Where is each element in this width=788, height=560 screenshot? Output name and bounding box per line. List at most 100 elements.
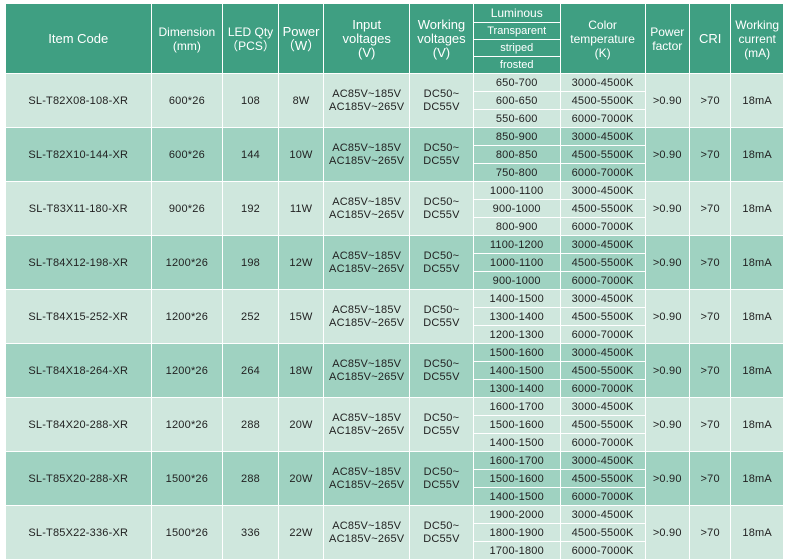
working-current-cell: 18mA [731, 74, 783, 127]
working-current-cell: 18mA [731, 236, 783, 289]
led-qty-cell: 288 [223, 398, 278, 451]
input-voltage-line: AC85V~185V [332, 303, 402, 316]
power-cell: 8W [278, 74, 324, 127]
luminous-cell: 650-700 [473, 74, 560, 91]
color-temperature-cell: 6000-7000K [560, 542, 645, 559]
led-qty-cell: 198 [223, 236, 278, 289]
color-temperature-cell: 3000-4500K [560, 344, 645, 361]
header-power: Power （W） [278, 4, 324, 73]
table-row: 550-600 6000-7000K [6, 110, 783, 127]
luminous-cell: 1400-1500 [473, 362, 560, 379]
color-temperature-cell: 3000-4500K [560, 398, 645, 415]
input-voltage-line: AC85V~185V [332, 465, 402, 478]
color-temperature-cell: 3000-4500K [560, 74, 645, 91]
table-row: 1300-1400 6000-7000K [6, 380, 783, 397]
input-voltage-line: AC85V~185V [332, 411, 402, 424]
table-row: 1000-1100 4500-5500K [6, 254, 783, 271]
working-voltages-cell: DC50~ DC55V [410, 290, 473, 343]
luminous-cell: 1600-1700 [473, 452, 560, 469]
table-body: SL-T82X08-108-XR 600*26 108 8W AC85V~185… [6, 74, 783, 559]
luminous-cell: 1300-1400 [473, 380, 560, 397]
luminous-cell: 1300-1400 [473, 308, 560, 325]
dimension-cell: 600*26 [151, 128, 223, 181]
input-voltage-line: AC185V~265V [329, 370, 405, 383]
input-voltages-cell: AC85V~185V AC185V~265V [324, 128, 410, 181]
input-voltages-cell: AC85V~185V AC185V~265V [324, 182, 410, 235]
color-temperature-cell: 4500-5500K [560, 524, 645, 541]
input-voltage-line: AC185V~265V [329, 154, 405, 167]
led-qty-cell: 144 [223, 128, 278, 181]
table-row: SL-T85X22-336-XR 1500*26 336 22W AC85V~1… [6, 506, 783, 559]
color-temperature-cell: 6000-7000K [560, 164, 645, 181]
color-temperature-cell: 4500-5500K [560, 92, 645, 109]
dimension-cell: 1500*26 [151, 452, 223, 505]
item-code-cell: SL-T84X20-288-XR [6, 398, 151, 451]
color-temperature-cell: 3000-4500K [560, 452, 645, 469]
table-row: SL-T84X18-264-XR 1200*26 264 18W AC85V~1… [6, 344, 783, 397]
luminous-cell: 800-900 [473, 218, 560, 235]
input-voltage-line: AC185V~265V [329, 478, 405, 491]
header-dimension: Dimension (mm) [151, 4, 223, 73]
power-factor-cell: >0.90 [645, 506, 689, 559]
table-row: 1500-1600 4500-5500K [6, 416, 783, 433]
power-cell: 20W [278, 398, 324, 451]
input-voltages-cell: AC85V~185V AC185V~265V [324, 452, 410, 505]
luminous-cell: 1500-1600 [473, 416, 560, 433]
header-led-qty: LED Qty （PCS） [223, 4, 278, 73]
cri-cell: >70 [689, 236, 731, 289]
power-cell: 18W [278, 344, 324, 397]
working-voltage-line: DC55V [423, 262, 460, 275]
working-voltage-line: DC55V [423, 370, 460, 383]
color-temperature-cell: 6000-7000K [560, 272, 645, 289]
luminous-cell: 1400-1500 [473, 434, 560, 451]
table-row: 1400-1500 6000-7000K [6, 488, 783, 505]
working-voltages-cell: DC50~ DC55V [410, 128, 473, 181]
table-row: 1700-1800 6000-7000K [6, 542, 783, 559]
header-working-current: Working current (mA) [731, 4, 783, 73]
table-row: SL-T85X20-288-XR 1500*26 288 20W AC85V~1… [6, 452, 783, 505]
table-row: 1800-1900 4500-5500K [6, 524, 783, 541]
color-temperature-cell: 4500-5500K [560, 362, 645, 379]
input-voltages-cell: AC85V~185V AC185V~265V [324, 344, 410, 397]
power-cell: 22W [278, 506, 324, 559]
color-temperature-cell: 6000-7000K [560, 380, 645, 397]
working-voltages-cell: DC50~ DC55V [410, 344, 473, 397]
color-temperature-cell: 6000-7000K [560, 434, 645, 451]
dimension-cell: 1200*26 [151, 344, 223, 397]
header-luminous: Luminous [473, 4, 560, 22]
working-voltage-line: DC55V [423, 532, 460, 545]
table-row: SL-T84X12-198-XR 1200*26 198 12W AC85V~1… [6, 236, 783, 289]
luminous-cell: 750-800 [473, 164, 560, 181]
color-temperature-cell: 3000-4500K [560, 506, 645, 523]
dimension-cell: 1200*26 [151, 398, 223, 451]
dimension-cell: 1200*26 [151, 236, 223, 289]
table-row: 1400-1500 4500-5500K [6, 362, 783, 379]
working-current-cell: 18mA [731, 128, 783, 181]
header-luminous-transparent: Transparent [473, 23, 560, 39]
luminous-cell: 1000-1100 [473, 182, 560, 199]
color-temperature-cell: 6000-7000K [560, 488, 645, 505]
working-voltage-line: DC50~ [423, 411, 460, 424]
working-current-cell: 18mA [731, 290, 783, 343]
working-voltages-cell: DC50~ DC55V [410, 74, 473, 127]
color-temperature-cell: 4500-5500K [560, 416, 645, 433]
input-voltage-line: AC185V~265V [329, 316, 405, 329]
led-qty-cell: 264 [223, 344, 278, 397]
dimension-cell: 1500*26 [151, 506, 223, 559]
working-voltages-cell: DC50~ DC55V [410, 452, 473, 505]
color-temperature-cell: 4500-5500K [560, 308, 645, 325]
table-row: 800-900 6000-7000K [6, 218, 783, 235]
working-voltage-line: DC50~ [423, 303, 460, 316]
power-factor-cell: >0.90 [645, 452, 689, 505]
item-code-cell: SL-T84X15-252-XR [6, 290, 151, 343]
working-voltage-line: DC55V [423, 100, 460, 113]
luminous-cell: 900-1000 [473, 200, 560, 217]
header-power-factor: Power factor [645, 4, 689, 73]
table-row: 600-650 4500-5500K [6, 92, 783, 109]
working-voltage-line: DC50~ [423, 195, 460, 208]
power-factor-cell: >0.90 [645, 344, 689, 397]
input-voltage-line: AC85V~185V [332, 195, 402, 208]
luminous-cell: 1700-1800 [473, 542, 560, 559]
header-luminous-frosted: frosted [473, 57, 560, 73]
power-factor-cell: >0.90 [645, 128, 689, 181]
